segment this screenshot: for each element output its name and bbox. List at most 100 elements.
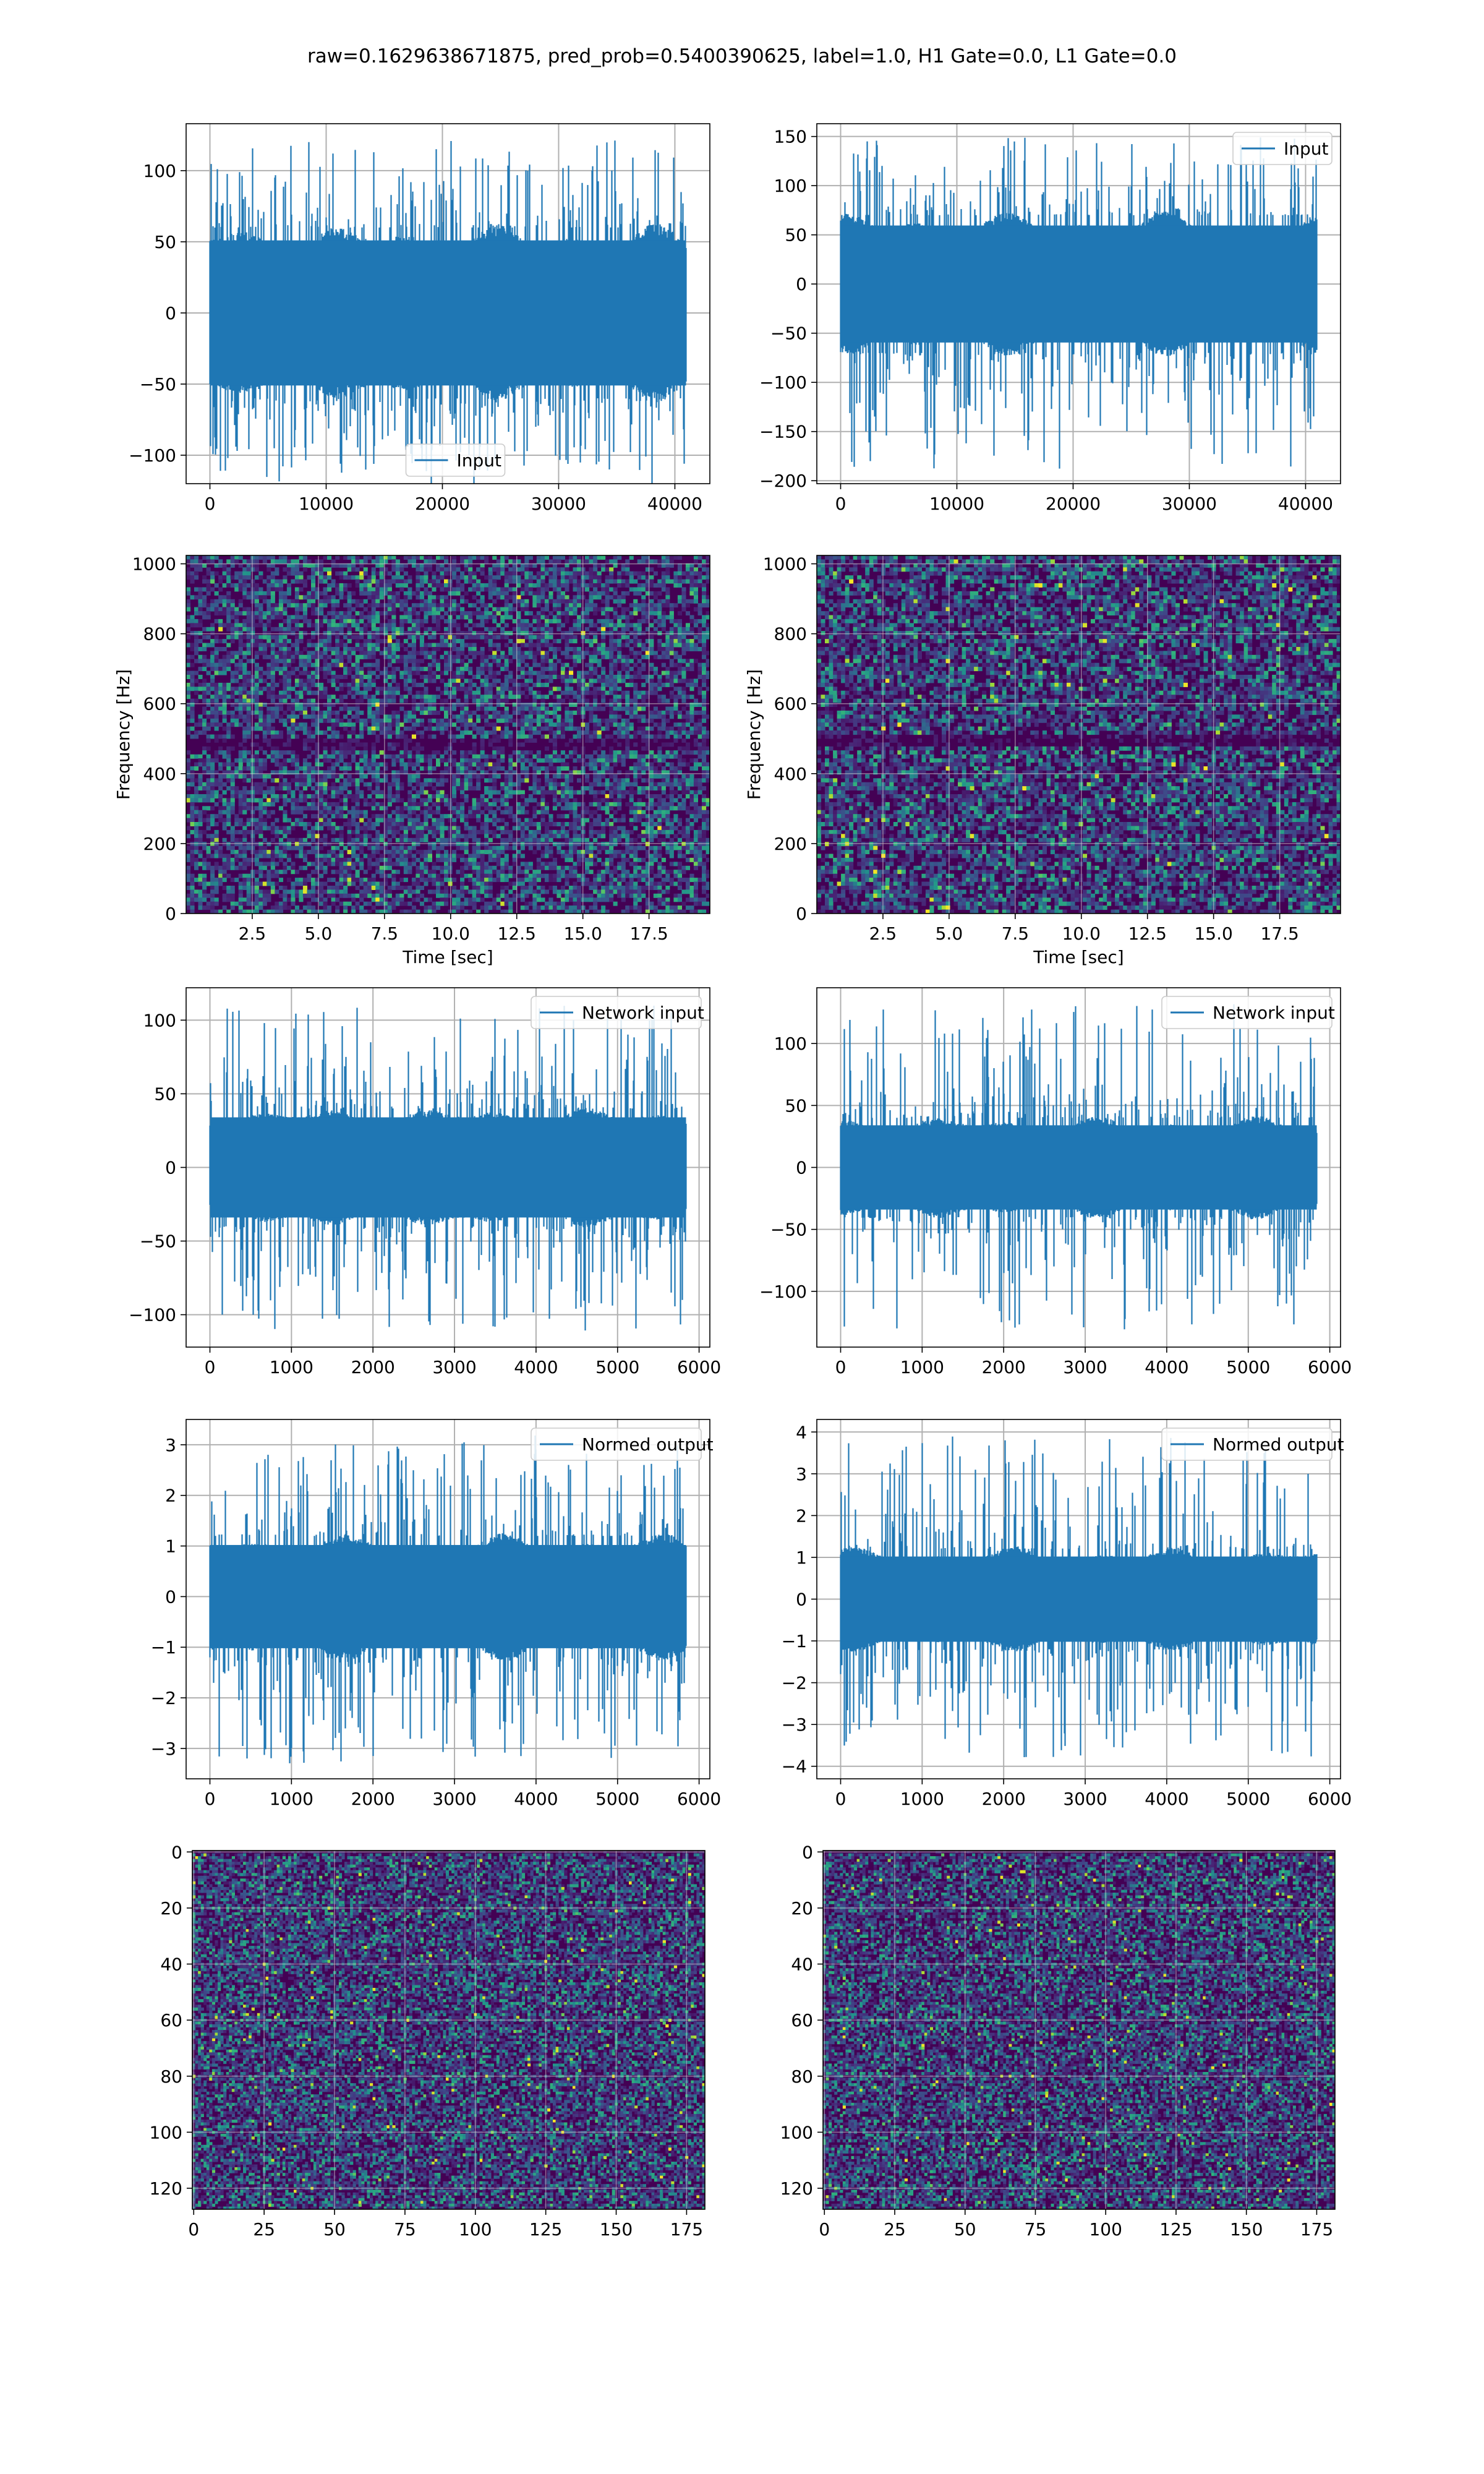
heatmap-cell xyxy=(565,722,569,727)
heatmap-cell xyxy=(278,770,283,775)
heatmap-cell xyxy=(254,770,259,775)
heatmap-cell xyxy=(693,758,698,763)
heatmap-cell xyxy=(677,563,682,568)
heatmap-cell xyxy=(669,754,674,759)
heatmap-cell xyxy=(270,627,275,631)
heatmap-cell xyxy=(520,563,525,568)
heatmap-cell xyxy=(520,682,525,687)
heatmap-cell xyxy=(286,682,291,687)
heatmap-cell xyxy=(432,643,437,648)
heatmap-cell xyxy=(609,706,614,711)
heatmap-cell xyxy=(540,734,545,739)
heatmap-cell xyxy=(222,782,227,787)
heatmap-cell xyxy=(577,555,582,560)
heatmap-cell xyxy=(613,623,618,628)
heatmap-cell xyxy=(617,675,622,679)
heatmap-cell xyxy=(488,595,493,600)
heatmap-cell xyxy=(210,706,215,711)
heatmap-cell xyxy=(242,595,247,600)
heatmap-cell xyxy=(633,643,638,648)
heatmap-cell xyxy=(480,555,485,560)
heatmap-cell xyxy=(210,675,215,679)
heatmap-cell xyxy=(278,654,283,659)
heatmap-cell xyxy=(419,639,424,644)
heatmap-cell xyxy=(589,603,594,608)
heatmap-cell xyxy=(496,670,501,675)
heatmap-cell xyxy=(436,710,441,715)
heatmap-cell xyxy=(258,591,263,596)
heatmap-cell xyxy=(391,627,396,631)
heatmap-cell xyxy=(633,682,638,687)
heatmap-cell xyxy=(452,758,457,763)
heatmap-cell xyxy=(540,615,545,620)
heatmap-cell xyxy=(403,579,408,584)
heatmap-cell xyxy=(432,607,437,612)
heatmap-cell xyxy=(697,670,702,675)
heatmap-cell xyxy=(387,746,392,751)
heatmap-cell xyxy=(520,730,525,735)
heatmap-cell xyxy=(242,726,247,731)
heatmap-cell xyxy=(218,695,223,700)
heatmap-cell xyxy=(383,627,388,631)
heatmap-cell xyxy=(339,774,344,779)
heatmap-cell xyxy=(250,710,255,715)
heatmap-cell xyxy=(621,758,626,763)
heatmap-cell xyxy=(218,682,223,687)
heatmap-cell xyxy=(343,726,348,731)
heatmap-cell xyxy=(645,615,650,620)
heatmap-cell xyxy=(427,643,432,648)
heatmap-cell xyxy=(262,714,267,719)
heatmap-cell xyxy=(452,722,457,727)
heatmap-cell xyxy=(653,774,658,779)
heatmap-cell xyxy=(218,766,223,771)
heatmap-cell xyxy=(569,690,574,695)
heatmap-cell xyxy=(226,654,231,659)
heatmap-cell xyxy=(516,647,521,651)
heatmap-cell xyxy=(512,575,517,580)
heatmap-cell xyxy=(319,718,324,723)
heatmap-cell xyxy=(637,643,642,648)
heatmap-cell xyxy=(186,758,191,763)
heatmap-cell xyxy=(416,750,420,755)
heatmap-cell xyxy=(460,718,465,723)
heatmap-cell xyxy=(657,750,662,755)
heatmap-cell xyxy=(416,611,420,616)
heatmap-cell xyxy=(645,730,650,735)
heatmap-cell xyxy=(375,591,380,596)
heatmap-cell xyxy=(617,639,622,644)
heatmap-cell xyxy=(283,667,288,672)
heatmap-cell xyxy=(508,607,513,612)
heatmap-cell xyxy=(617,599,622,604)
heatmap-cell xyxy=(548,730,553,735)
heatmap-cell xyxy=(206,770,211,775)
heatmap-cell xyxy=(436,603,441,608)
heatmap-cell xyxy=(351,695,356,700)
heatmap-cell xyxy=(536,726,541,731)
heatmap-cell xyxy=(194,618,199,623)
heatmap-cell xyxy=(637,675,642,679)
heatmap-cell xyxy=(198,774,203,779)
heatmap-cell xyxy=(315,682,320,687)
heatmap-cell xyxy=(355,611,360,616)
heatmap-cell xyxy=(653,595,658,600)
heatmap-cell xyxy=(476,670,481,675)
heatmap-cell xyxy=(480,654,485,659)
heatmap-cell xyxy=(689,631,694,636)
heatmap-cell xyxy=(520,670,525,675)
heatmap-cell xyxy=(653,627,658,631)
heatmap-cell xyxy=(436,583,441,588)
heatmap-cell xyxy=(278,766,283,771)
heatmap-cell xyxy=(399,758,404,763)
heatmap-cell xyxy=(589,623,594,628)
heatmap-cell xyxy=(416,762,420,767)
heatmap-cell xyxy=(492,778,497,783)
heatmap-cell xyxy=(424,587,429,592)
heatmap-cell xyxy=(492,643,497,648)
heatmap-cell xyxy=(569,555,574,560)
heatmap-cell xyxy=(275,603,279,608)
heatmap-cell xyxy=(649,726,654,731)
heatmap-cell xyxy=(275,611,279,616)
heatmap-cell xyxy=(254,706,259,711)
heatmap-cell xyxy=(702,567,707,572)
heatmap-cell xyxy=(484,675,489,679)
